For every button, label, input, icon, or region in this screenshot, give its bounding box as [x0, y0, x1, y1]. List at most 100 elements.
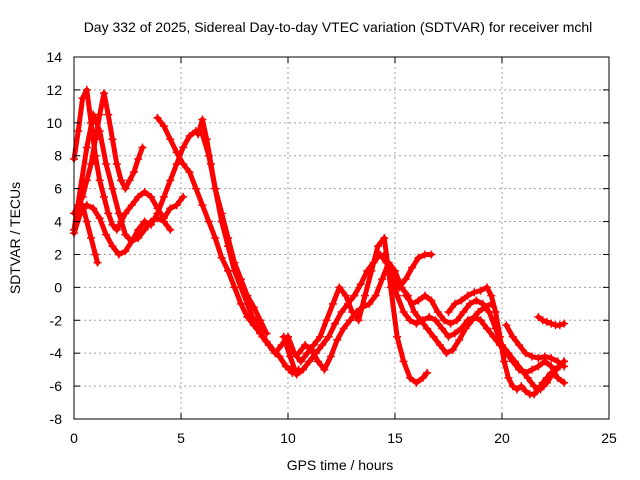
data-point	[114, 250, 123, 259]
data-point	[236, 275, 245, 284]
data-point	[166, 135, 175, 144]
data-point	[82, 176, 91, 185]
series-group	[70, 85, 569, 399]
data-point	[296, 357, 305, 366]
data-point	[399, 308, 408, 317]
x-tick-label: 25	[601, 430, 617, 446]
data-point	[527, 365, 536, 374]
data-point	[224, 234, 233, 242]
data-point	[504, 349, 513, 358]
data-point	[450, 329, 459, 338]
data-point	[491, 308, 500, 317]
data-point	[74, 127, 83, 136]
data-point	[204, 217, 213, 226]
data-point	[495, 332, 504, 341]
data-point	[95, 176, 104, 185]
data-point	[328, 299, 337, 308]
data-point	[159, 122, 168, 131]
data-point	[510, 357, 519, 366]
data-point	[339, 324, 348, 333]
data-point	[542, 373, 551, 382]
data-point	[453, 316, 462, 325]
series-sat-track-5	[70, 201, 102, 267]
data-point	[125, 176, 134, 185]
data-point	[316, 332, 325, 341]
data-point	[555, 321, 564, 330]
data-point	[553, 373, 562, 382]
y-tick-label: -6	[50, 378, 63, 394]
data-point	[108, 220, 117, 229]
series-sat-track-9	[279, 250, 436, 379]
data-point	[373, 242, 382, 251]
data-point	[517, 382, 526, 391]
data-point	[341, 291, 350, 300]
data-point	[465, 299, 474, 308]
data-point	[534, 385, 543, 394]
data-point	[414, 296, 423, 305]
data-point	[560, 319, 569, 328]
data-point	[78, 201, 87, 210]
data-point	[386, 266, 395, 275]
data-point	[262, 329, 271, 338]
data-point	[179, 143, 188, 152]
data-point	[380, 234, 389, 242]
data-point	[138, 143, 147, 152]
data-point	[134, 234, 143, 242]
data-point	[230, 283, 239, 292]
data-point	[346, 316, 355, 325]
x-tick-label: 20	[494, 430, 510, 446]
data-point	[211, 234, 220, 242]
data-point	[217, 253, 226, 262]
series-sat-track-2	[70, 85, 188, 234]
data-point	[127, 237, 136, 246]
data-point	[102, 230, 111, 239]
data-point	[397, 283, 406, 292]
data-point	[470, 312, 479, 321]
data-point	[140, 225, 149, 234]
y-tick-label: -4	[50, 345, 63, 361]
data-point	[153, 214, 162, 223]
data-point	[108, 242, 117, 251]
data-point	[538, 316, 547, 325]
series-line	[71, 202, 173, 257]
data-point	[271, 349, 280, 358]
data-point	[418, 316, 427, 325]
data-point	[393, 291, 402, 300]
y-tick-label: 8	[54, 148, 62, 164]
data-point	[534, 312, 543, 321]
series-line	[71, 87, 186, 233]
data-point	[363, 266, 372, 275]
data-point	[82, 143, 91, 152]
data-point	[191, 184, 200, 193]
data-point	[147, 217, 156, 226]
data-point	[243, 291, 252, 300]
grid	[74, 57, 609, 419]
data-point	[530, 390, 539, 399]
y-tick-label: -8	[50, 411, 63, 427]
data-point	[159, 217, 168, 226]
data-point	[172, 148, 181, 157]
x-tick-label: 10	[280, 430, 296, 446]
data-point	[87, 234, 96, 242]
data-point	[112, 225, 121, 234]
data-point	[444, 308, 453, 317]
data-point	[185, 168, 194, 177]
data-point	[324, 332, 333, 341]
y-tick-label: 14	[46, 49, 62, 65]
data-point	[515, 340, 524, 349]
data-point	[294, 349, 303, 358]
data-point	[478, 299, 487, 308]
data-point	[523, 373, 532, 382]
data-point	[542, 317, 551, 326]
data-point	[412, 319, 421, 328]
data-point	[121, 247, 130, 256]
data-point	[166, 225, 175, 234]
data-point	[457, 324, 466, 333]
data-point	[104, 110, 113, 119]
data-point	[335, 283, 344, 292]
data-point	[358, 303, 367, 312]
data-point	[547, 354, 556, 363]
data-point	[179, 192, 188, 201]
data-point	[264, 340, 273, 349]
data-point	[166, 204, 175, 213]
